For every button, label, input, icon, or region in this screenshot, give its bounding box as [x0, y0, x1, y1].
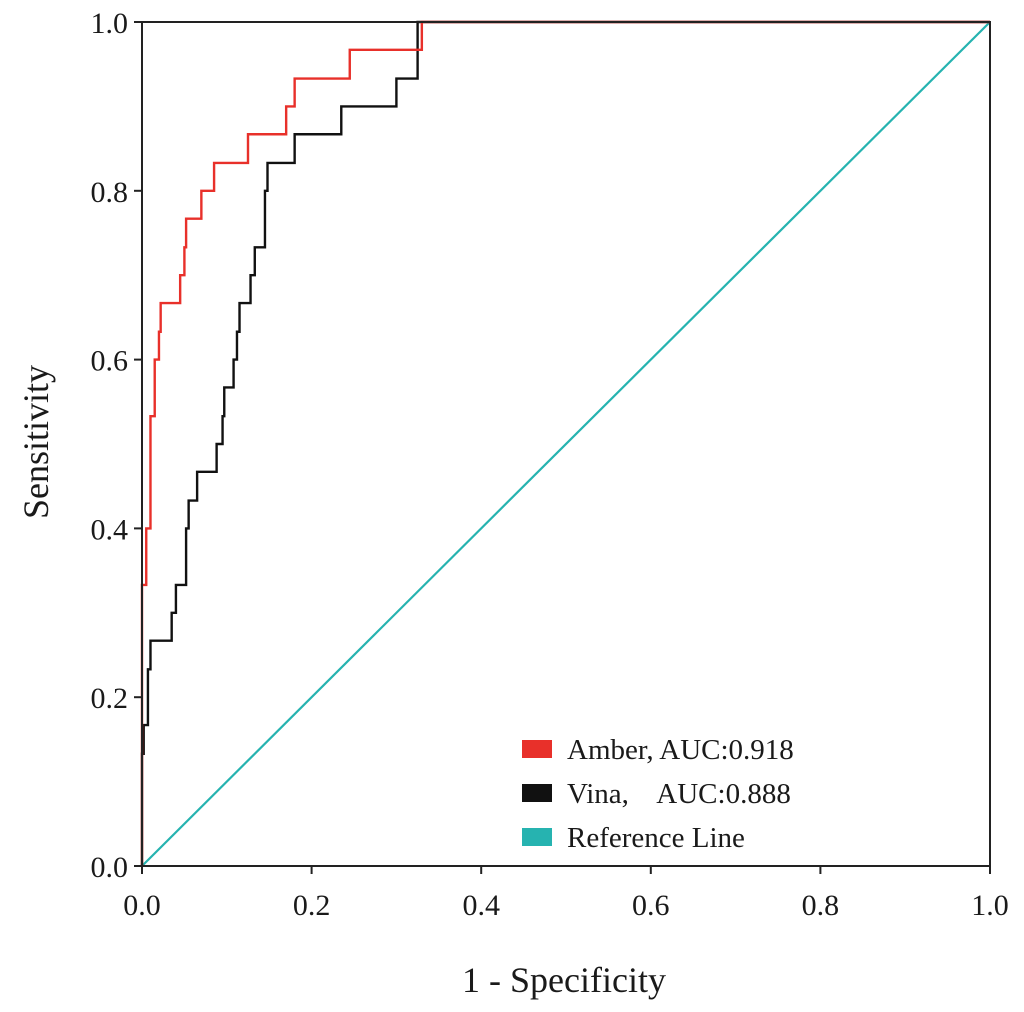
legend-swatch-reference-line: [522, 828, 552, 846]
y-tick-label: 1.0: [91, 7, 129, 40]
series-line-reference-line: [141, 21, 991, 867]
x-tick-label: 0.2: [293, 889, 331, 922]
x-tick-label: 0.6: [632, 889, 670, 922]
y-axis-title: Sensitivity: [16, 365, 56, 519]
legend-swatch-vina: [522, 784, 552, 802]
legend-label-vina: Vina, AUC:0.888: [567, 778, 791, 810]
plot-area: [140, 20, 991, 867]
y-tick-label: 0.8: [91, 176, 129, 209]
y-tick-label: 0.2: [91, 682, 129, 715]
series-line-amber: [140, 20, 990, 866]
x-axis-title: 1 - Specificity: [462, 960, 666, 1000]
x-tick-label: 1.0: [971, 889, 1009, 922]
legend: Amber, AUC:0.918 Vina, AUC:0.888 Reference…: [522, 734, 794, 854]
plot-frame: [141, 21, 991, 867]
axes: 0.0 0.2 0.4 0.6 0.8 1.0 0.0 0.2 0.4 0.6 0.8 1.0 1 - …: [16, 7, 1009, 1000]
x-tick-label: 0.8: [802, 889, 840, 922]
legend-swatch-amber: [522, 740, 552, 758]
legend-label-amber: Amber, AUC:0.918: [567, 734, 794, 766]
x-tick-label: 0.0: [123, 889, 161, 922]
series-line-vina: [140, 20, 990, 866]
legend-label-reference-line: Reference Line: [567, 822, 745, 854]
y-tick-label: 0.0: [91, 851, 129, 884]
y-tick-label: 0.4: [91, 513, 129, 546]
y-tick-label: 0.6: [91, 345, 129, 378]
x-tick-label: 0.4: [462, 889, 500, 922]
